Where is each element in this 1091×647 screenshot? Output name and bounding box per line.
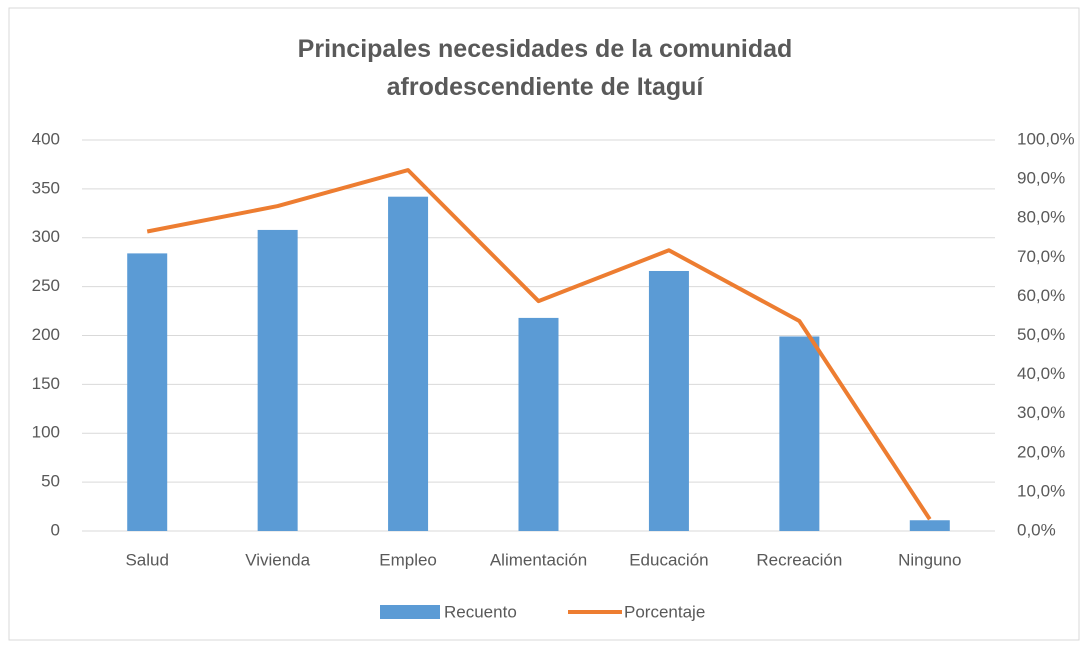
legend-label: Recuento bbox=[444, 602, 517, 621]
y2-tick-label: 50,0% bbox=[1017, 325, 1065, 344]
y-tick-label: 150 bbox=[32, 374, 60, 393]
bar bbox=[388, 196, 429, 531]
legend-swatch bbox=[380, 605, 440, 619]
y-tick-label: 100 bbox=[32, 423, 60, 442]
y-tick-label: 300 bbox=[32, 227, 60, 246]
chart-title: Principales necesidades de la comunidad … bbox=[297, 35, 793, 101]
x-tick-label: Recreación bbox=[756, 550, 842, 569]
bar bbox=[779, 336, 820, 531]
x-tick-label: Ninguno bbox=[898, 550, 961, 569]
y2-tick-label: 80,0% bbox=[1017, 208, 1065, 227]
y-tick-label: 350 bbox=[32, 178, 60, 197]
y2-tick-label: 60,0% bbox=[1017, 286, 1065, 305]
y2-tick-label: 30,0% bbox=[1017, 403, 1065, 422]
x-tick-label: Alimentación bbox=[490, 550, 587, 569]
y2-tick-label: 0,0% bbox=[1017, 520, 1056, 539]
y-tick-label: 250 bbox=[32, 276, 60, 295]
x-tick-label: Vivienda bbox=[245, 550, 310, 569]
y-tick-label: 400 bbox=[32, 129, 60, 148]
legend-label: Porcentaje bbox=[624, 602, 705, 621]
bar bbox=[257, 229, 298, 531]
x-tick-label: Educación bbox=[629, 550, 708, 569]
y2-tick-label: 70,0% bbox=[1017, 247, 1065, 266]
bar bbox=[127, 253, 168, 531]
y2-tick-label: 10,0% bbox=[1017, 481, 1065, 500]
x-tick-label: Salud bbox=[125, 550, 168, 569]
y-tick-label: 50 bbox=[41, 472, 60, 491]
bar bbox=[518, 317, 559, 531]
y2-tick-label: 100,0% bbox=[1017, 129, 1075, 148]
bar bbox=[648, 270, 689, 531]
x-tick-label: Empleo bbox=[379, 550, 437, 569]
y2-tick-label: 20,0% bbox=[1017, 442, 1065, 461]
y2-tick-label: 40,0% bbox=[1017, 364, 1065, 383]
line bbox=[146, 168, 932, 521]
bar bbox=[909, 520, 950, 531]
y-tick-label: 0 bbox=[51, 520, 60, 539]
y-tick-label: 200 bbox=[32, 325, 60, 344]
y2-tick-label: 90,0% bbox=[1017, 169, 1065, 188]
